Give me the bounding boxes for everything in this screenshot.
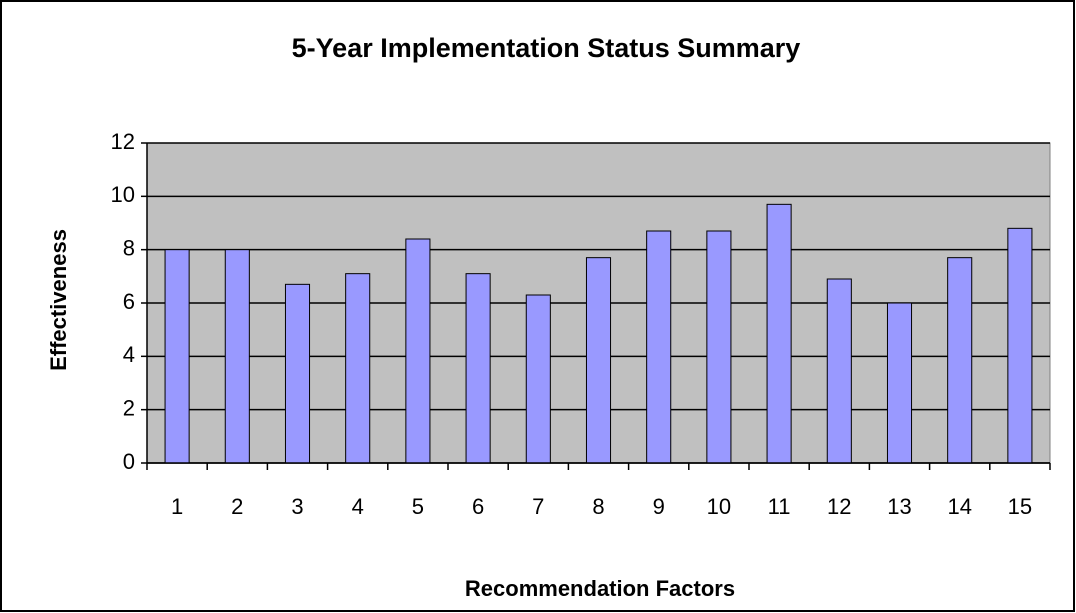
x-tick-label: 7 bbox=[532, 494, 544, 519]
x-tick-label: 13 bbox=[887, 494, 911, 519]
bar bbox=[585, 257, 612, 464]
bar bbox=[886, 302, 913, 464]
y-axis-label: Effectiveness bbox=[46, 229, 71, 371]
bar bbox=[826, 278, 852, 464]
x-tick-label: 14 bbox=[947, 494, 971, 519]
y-tick-label: 4 bbox=[123, 342, 135, 367]
x-tick-label: 5 bbox=[412, 494, 424, 519]
bar bbox=[284, 283, 311, 464]
bar bbox=[525, 294, 551, 464]
y-tick-label: 10 bbox=[111, 182, 135, 207]
bar bbox=[345, 273, 371, 464]
x-tick-label: 9 bbox=[653, 494, 665, 519]
bar bbox=[646, 230, 672, 464]
x-tick-label: 15 bbox=[1008, 494, 1032, 519]
x-tick-label: 11 bbox=[768, 494, 791, 519]
x-tick-label: 10 bbox=[707, 494, 731, 519]
bar bbox=[766, 203, 792, 464]
bar bbox=[947, 257, 973, 464]
x-axis-label: Recommendation Factors bbox=[465, 576, 735, 601]
bar bbox=[706, 230, 732, 464]
y-tick-label: 0 bbox=[123, 449, 135, 474]
y-tick-label: 12 bbox=[111, 129, 135, 154]
x-tick-label: 3 bbox=[291, 494, 303, 519]
x-tick-label: 6 bbox=[472, 494, 484, 519]
bar bbox=[465, 273, 491, 464]
y-tick-label: 2 bbox=[123, 395, 135, 420]
x-tick-label: 2 bbox=[231, 494, 243, 519]
bar bbox=[224, 249, 250, 464]
x-tick-label: 4 bbox=[352, 494, 364, 519]
x-tick-label: 12 bbox=[827, 494, 851, 519]
chart-title: 5-Year Implementation Status Summary bbox=[292, 33, 801, 63]
x-tick-label: 1 bbox=[171, 494, 183, 519]
bar bbox=[405, 238, 431, 464]
y-tick-label: 6 bbox=[123, 289, 135, 314]
bar bbox=[164, 249, 190, 464]
x-tick-label: 8 bbox=[592, 494, 604, 519]
y-tick-label: 8 bbox=[123, 235, 135, 260]
bar bbox=[1007, 227, 1033, 464]
